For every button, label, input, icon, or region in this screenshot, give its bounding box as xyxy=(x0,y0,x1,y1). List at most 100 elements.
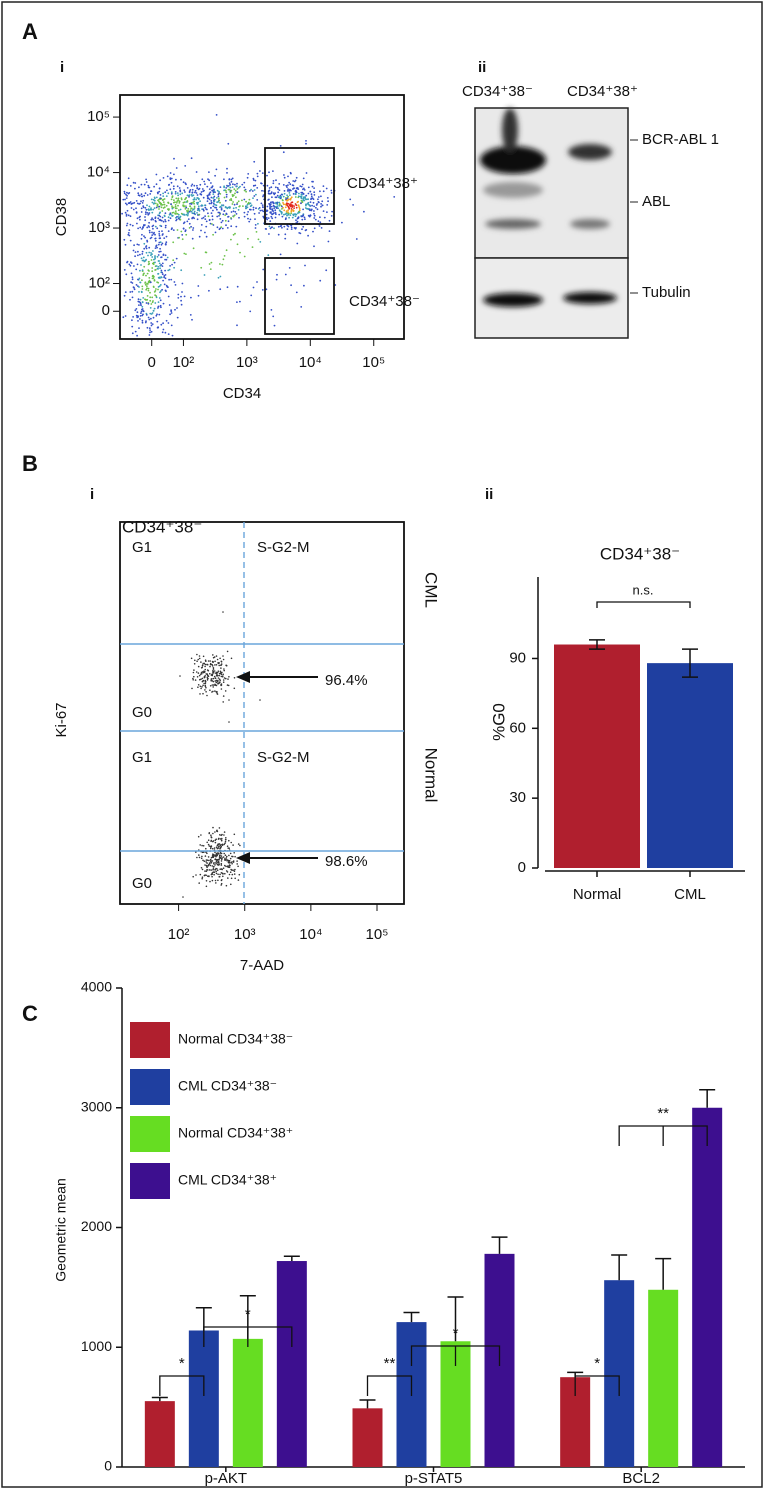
event-dot xyxy=(177,194,180,197)
y-axis-title: CD38 xyxy=(53,198,70,236)
event-dot xyxy=(196,212,198,214)
event-dot xyxy=(154,219,157,222)
event-dot xyxy=(227,684,230,687)
event-dot xyxy=(220,882,223,885)
event-dot xyxy=(197,285,200,287)
event-dot xyxy=(218,843,221,845)
event-dot xyxy=(221,219,224,222)
event-dot xyxy=(147,184,150,187)
event-dot xyxy=(123,192,126,195)
bar xyxy=(554,644,640,868)
event-dot xyxy=(190,296,192,299)
event-dot xyxy=(206,679,209,681)
event-dot xyxy=(217,853,219,855)
event-dot xyxy=(259,170,261,172)
event-dot xyxy=(206,852,208,855)
event-dot xyxy=(164,226,167,229)
event-dot xyxy=(298,207,301,210)
event-dot xyxy=(279,197,282,200)
event-dot xyxy=(290,210,293,213)
event-dot xyxy=(301,228,303,231)
event-dot xyxy=(218,215,220,217)
event-dot xyxy=(274,209,277,212)
event-dot xyxy=(290,212,292,215)
event-dot xyxy=(147,254,149,257)
event-dot xyxy=(152,309,155,312)
event-dot xyxy=(213,198,216,201)
event-dot xyxy=(158,276,161,279)
event-dot xyxy=(200,661,202,663)
error-bar xyxy=(359,1399,376,1409)
event-dot xyxy=(139,269,141,272)
event-dot xyxy=(293,227,296,229)
event-dot xyxy=(282,184,285,186)
event-dot xyxy=(204,870,206,872)
event-dot xyxy=(276,273,278,276)
event-dot xyxy=(215,664,218,666)
event-dot xyxy=(191,195,194,197)
error-bar xyxy=(655,1257,672,1290)
event-dot xyxy=(213,847,216,849)
event-dot xyxy=(226,859,228,862)
event-dot xyxy=(169,217,172,220)
event-dot xyxy=(228,839,230,842)
event-dot xyxy=(192,229,194,231)
significance-bracket xyxy=(159,1375,205,1396)
event-dot xyxy=(203,860,206,862)
event-dot xyxy=(296,201,299,204)
event-dot xyxy=(288,216,290,219)
event-dot xyxy=(152,198,155,201)
event-dot xyxy=(282,202,284,204)
event-dot xyxy=(189,205,191,208)
event-dot xyxy=(219,838,222,840)
event-dot xyxy=(202,692,204,695)
event-dot xyxy=(220,673,223,676)
lane-label: CD34⁺38⁻ xyxy=(462,83,533,100)
event-dot xyxy=(275,278,278,281)
event-dot xyxy=(211,847,214,850)
event-dot xyxy=(319,190,321,193)
event-dot xyxy=(149,296,152,299)
panel-label: i xyxy=(90,486,94,503)
event-dot xyxy=(214,660,216,663)
event-dot xyxy=(164,191,167,194)
event-dot xyxy=(284,273,287,276)
event-dot xyxy=(140,304,142,307)
event-dot xyxy=(287,195,289,198)
event-dot xyxy=(283,190,286,192)
event-dot xyxy=(220,864,223,866)
event-dot xyxy=(202,684,204,687)
event-dot xyxy=(349,198,352,201)
event-dot xyxy=(223,210,226,213)
event-dot xyxy=(158,234,161,237)
event-dot xyxy=(201,868,204,871)
event-dot xyxy=(182,181,185,184)
event-dot xyxy=(211,663,213,666)
event-dot xyxy=(143,242,146,245)
event-dot xyxy=(161,273,164,276)
event-dot xyxy=(271,217,274,220)
event-dot xyxy=(180,178,182,181)
event-dot xyxy=(225,677,227,680)
event-dot xyxy=(212,202,215,205)
event-dot xyxy=(224,840,227,843)
event-dot xyxy=(198,854,200,856)
event-dot xyxy=(213,675,216,678)
event-dot xyxy=(122,198,125,201)
event-dot xyxy=(216,215,219,218)
event-dot xyxy=(224,206,227,208)
event-dot xyxy=(305,140,307,142)
event-dot xyxy=(297,216,300,219)
event-dot xyxy=(181,291,183,293)
event-dot xyxy=(215,655,218,657)
event-dot xyxy=(309,209,311,212)
event-dot xyxy=(147,263,150,266)
event-dot xyxy=(131,224,134,227)
event-dot xyxy=(159,250,162,253)
event-dot xyxy=(234,877,236,880)
event-dot xyxy=(259,241,262,243)
event-dot xyxy=(310,193,313,196)
event-dot xyxy=(276,194,279,197)
event-dot xyxy=(199,873,202,876)
event-dot xyxy=(289,214,292,217)
